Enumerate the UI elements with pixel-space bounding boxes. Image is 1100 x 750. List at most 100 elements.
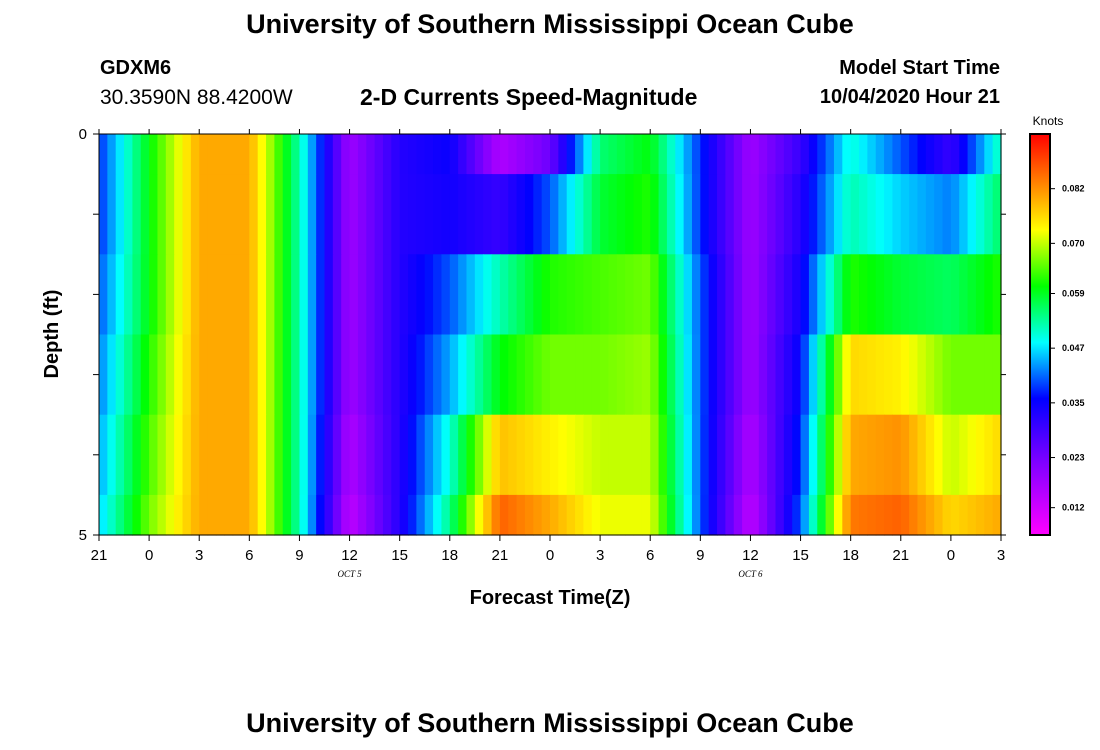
heatmap-cell [107,334,117,416]
heatmap-cell [391,414,401,496]
heatmap-cell [733,254,743,336]
heatmap-cell [382,174,392,255]
y-axis: 05 [79,126,1006,544]
heatmap-cell [408,414,417,496]
y-tick-label: 0 [79,126,87,143]
heatmap-cell [458,334,468,416]
heatmap-cell [608,414,618,496]
heatmap-cell [850,254,860,336]
heatmap-cell [775,494,785,536]
heatmap-cell [382,134,392,175]
heatmap-cell [466,414,476,496]
heatmap-cell [900,254,910,336]
x-tick-label: 6 [646,547,654,564]
heatmap-cell [909,494,919,536]
heatmap-cell [282,174,292,255]
heatmap-cell [291,254,301,336]
heatmap-cell [399,494,409,536]
heatmap-cell [591,334,601,416]
heatmap-cell [424,134,434,175]
heatmap-cell [959,134,969,175]
heatmap-cell [859,494,868,536]
heatmap-cell [174,254,184,336]
heatmap-cell [900,134,910,175]
heatmap-cell [516,134,526,175]
x-tick-label: 21 [892,547,909,564]
heatmap-cell [433,494,443,536]
heatmap-cell [224,174,234,255]
heatmap-cell [366,414,376,496]
heatmap-cell [115,174,125,255]
heatmap-cell [641,254,651,336]
heatmap-cells [99,134,1002,536]
heatmap-cell [975,334,985,416]
heatmap-cell [992,414,1002,496]
colorbar-tick-label: 0.047 [1062,343,1085,353]
heatmap-cell [107,414,117,496]
heatmap-cell [934,254,944,336]
heatmap-cell [691,494,701,536]
heatmap-cell [917,334,927,416]
heatmap-cell [115,254,125,336]
heatmap-cell [107,134,117,175]
heatmap-cell [708,414,718,496]
heatmap-cell [842,174,852,255]
heatmap-cell [441,134,451,175]
heatmap-cell [950,134,960,175]
heatmap-cell [750,254,760,336]
heatmap-cell [700,494,710,536]
heatmap-cell [391,334,401,416]
colorbar-tick-label: 0.012 [1062,503,1085,513]
heatmap-cell [650,334,660,416]
heatmap-cell [174,174,184,255]
heatmap-cell [650,174,660,255]
heatmap-cell [666,254,676,336]
colorbar-ticks: 0.082 0.070 0.059 0.047 0.035 0.023 0.012 [1050,184,1085,513]
heatmap-cell [683,174,693,255]
heatmap-cell [717,414,726,496]
x-tick-label: 9 [696,547,704,564]
heatmap-cell [833,134,843,175]
heatmap-cell [566,174,576,255]
heatmap-cell [717,334,726,416]
heatmap-cell [99,134,108,175]
heatmap-cell [984,174,994,255]
heatmap-cell [357,254,367,336]
heatmap-cell [408,134,417,175]
heatmap-cell [332,174,342,255]
heatmap-cell [733,334,743,416]
y-axis-label: Depth (ft) [41,290,63,379]
heatmap-cell [190,134,200,175]
heatmap-cell [742,414,752,496]
heatmap-cell [959,334,969,416]
colorbar-tick-label: 0.059 [1062,288,1085,298]
heatmap-cell [433,174,443,255]
heatmap-cell [508,174,518,255]
heatmap-cell [382,494,392,536]
footer-title: University of Southern Mississippi Ocean… [246,708,854,738]
heatmap-cell [917,174,927,255]
heatmap-cell [909,254,919,336]
heatmap-cell [316,254,326,336]
heatmap-cell [124,254,134,336]
x-tick-label: 18 [842,547,859,564]
heatmap-cell [633,134,643,175]
heatmap-cell [316,174,326,255]
heatmap-cell [190,414,200,496]
heatmap-cell [691,134,701,175]
heatmap-cell [600,334,610,416]
heatmap-cell [867,174,877,255]
heatmap-cell [249,334,259,416]
heatmap-cell [842,134,852,175]
heatmap-cell [984,414,994,496]
x-tick-label: 12 [341,547,358,564]
heatmap-cell [324,334,334,416]
heatmap-cell [675,414,685,496]
heatmap-cell [942,254,952,336]
heatmap-cell [992,334,1002,416]
heatmap-cell [892,414,902,496]
heatmap-cell [892,334,902,416]
heatmap-cell [199,414,209,496]
heatmap-cell [483,414,493,496]
heatmap-cell [157,134,167,175]
